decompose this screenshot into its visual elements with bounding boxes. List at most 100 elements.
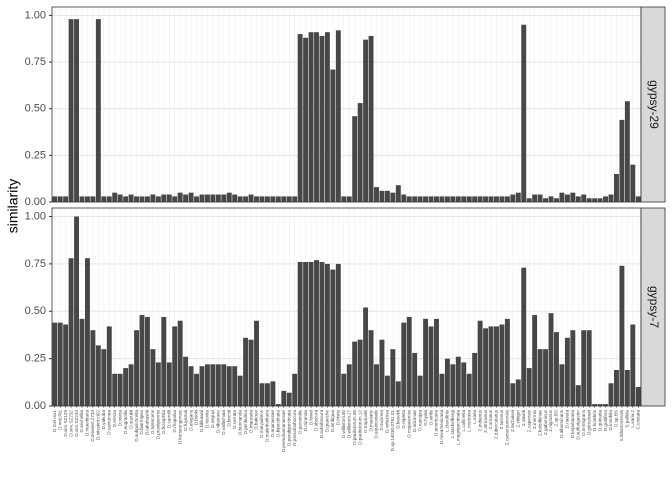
bar	[363, 307, 369, 406]
bar	[543, 198, 549, 202]
bar	[510, 383, 516, 406]
bar	[357, 339, 363, 406]
bar	[232, 194, 238, 202]
bar	[90, 196, 96, 202]
bar	[63, 324, 69, 406]
bar	[68, 258, 74, 406]
x-tick-label: D.sechellia	[79, 410, 84, 433]
bar	[308, 262, 314, 406]
bar	[384, 375, 390, 406]
bar	[150, 349, 156, 406]
bar	[494, 326, 499, 406]
bar	[537, 349, 543, 406]
x-tick-label: D.jambulina	[243, 410, 248, 435]
x-tick-label: D.persimilis	[297, 409, 302, 433]
bar	[57, 196, 63, 202]
x-tick-label: D.eugracilis	[123, 409, 128, 434]
bar	[232, 366, 238, 406]
bar	[450, 364, 456, 406]
bar	[95, 345, 101, 406]
bar	[428, 196, 434, 202]
bar	[264, 383, 270, 406]
bar	[466, 373, 472, 406]
bar	[494, 196, 499, 202]
bar	[619, 119, 625, 202]
bar	[194, 196, 199, 202]
x-tick-label: D.willistoni.00	[341, 410, 346, 439]
bar	[395, 185, 401, 202]
bar	[504, 318, 510, 406]
bar	[188, 366, 194, 406]
y-tick-label: 0.75	[25, 258, 46, 270]
x-tick-label: D.sp.BS	[614, 410, 619, 427]
bar	[243, 196, 249, 202]
bar	[635, 387, 641, 406]
bar	[390, 192, 396, 202]
bar	[374, 364, 379, 406]
x-tick-label: Z.lachaisei	[510, 410, 515, 432]
x-tick-label: D.sim.SZ129	[63, 410, 68, 437]
bar	[303, 262, 309, 406]
bar	[335, 263, 341, 406]
strip-label: gypsy-7	[647, 286, 661, 328]
bar	[395, 381, 401, 406]
x-tick-label: D.pseudoobscura	[292, 410, 297, 446]
x-tick-label: D.lowei	[308, 410, 313, 425]
bar	[281, 390, 287, 406]
bar	[183, 194, 189, 202]
x-tick-label: D.erecta	[112, 410, 117, 428]
bar	[461, 196, 467, 202]
y-tick-label: 0.00	[25, 196, 46, 208]
bar	[95, 19, 101, 203]
bar	[155, 196, 161, 202]
bar	[439, 373, 445, 406]
x-tick-label: D.bakoue	[254, 410, 259, 430]
x-tick-label: D.sim.SZ232	[68, 410, 73, 437]
bar	[592, 198, 598, 202]
x-tick-label: D.seguyi	[210, 410, 215, 428]
x-tick-label: D.mauritiana	[85, 410, 90, 436]
bar	[379, 339, 385, 406]
bar	[139, 315, 145, 406]
bar	[303, 37, 309, 202]
bar	[515, 192, 521, 202]
x-tick-label: D.subpulchrella	[134, 410, 139, 442]
x-tick-label: D.teissieri.ct02	[96, 410, 101, 441]
y-tick-label: 0.50	[25, 305, 46, 317]
x-tick-label: D.malerkotliana	[265, 410, 270, 442]
bar	[101, 349, 107, 406]
bar	[477, 196, 483, 202]
x-tick-label: D.repleta	[401, 410, 406, 429]
bar	[455, 356, 461, 406]
bar	[586, 198, 592, 202]
x-tick-label: D.tristis	[336, 409, 341, 425]
x-tick-label: D.equinoxialis	[374, 409, 379, 438]
bar	[150, 194, 156, 202]
x-tick-label: Z.camerounensis	[505, 409, 510, 445]
bar	[504, 196, 510, 202]
bar	[559, 192, 565, 202]
strip-label: gypsy-29	[647, 80, 661, 129]
bar	[319, 35, 325, 202]
x-tick-label: L.montana	[466, 410, 471, 432]
bar	[363, 39, 369, 202]
bar	[543, 349, 549, 406]
bar	[406, 316, 412, 406]
bar	[559, 364, 565, 406]
x-tick-label: D.mel.Pi2	[57, 410, 62, 430]
x-tick-label: Z.indianus	[477, 409, 482, 431]
strip	[640, 6, 666, 203]
bar	[112, 373, 118, 406]
bar	[521, 24, 527, 203]
x-tick-label: D.navojoa	[417, 410, 422, 431]
bar	[128, 364, 134, 406]
bar	[614, 370, 619, 406]
bar	[586, 330, 592, 406]
bar	[292, 196, 298, 202]
x-tick-label: L.varia	[472, 410, 477, 424]
bar	[417, 196, 423, 202]
bar	[597, 198, 603, 202]
bar	[357, 103, 363, 202]
bar	[548, 313, 554, 406]
bar	[226, 192, 232, 202]
